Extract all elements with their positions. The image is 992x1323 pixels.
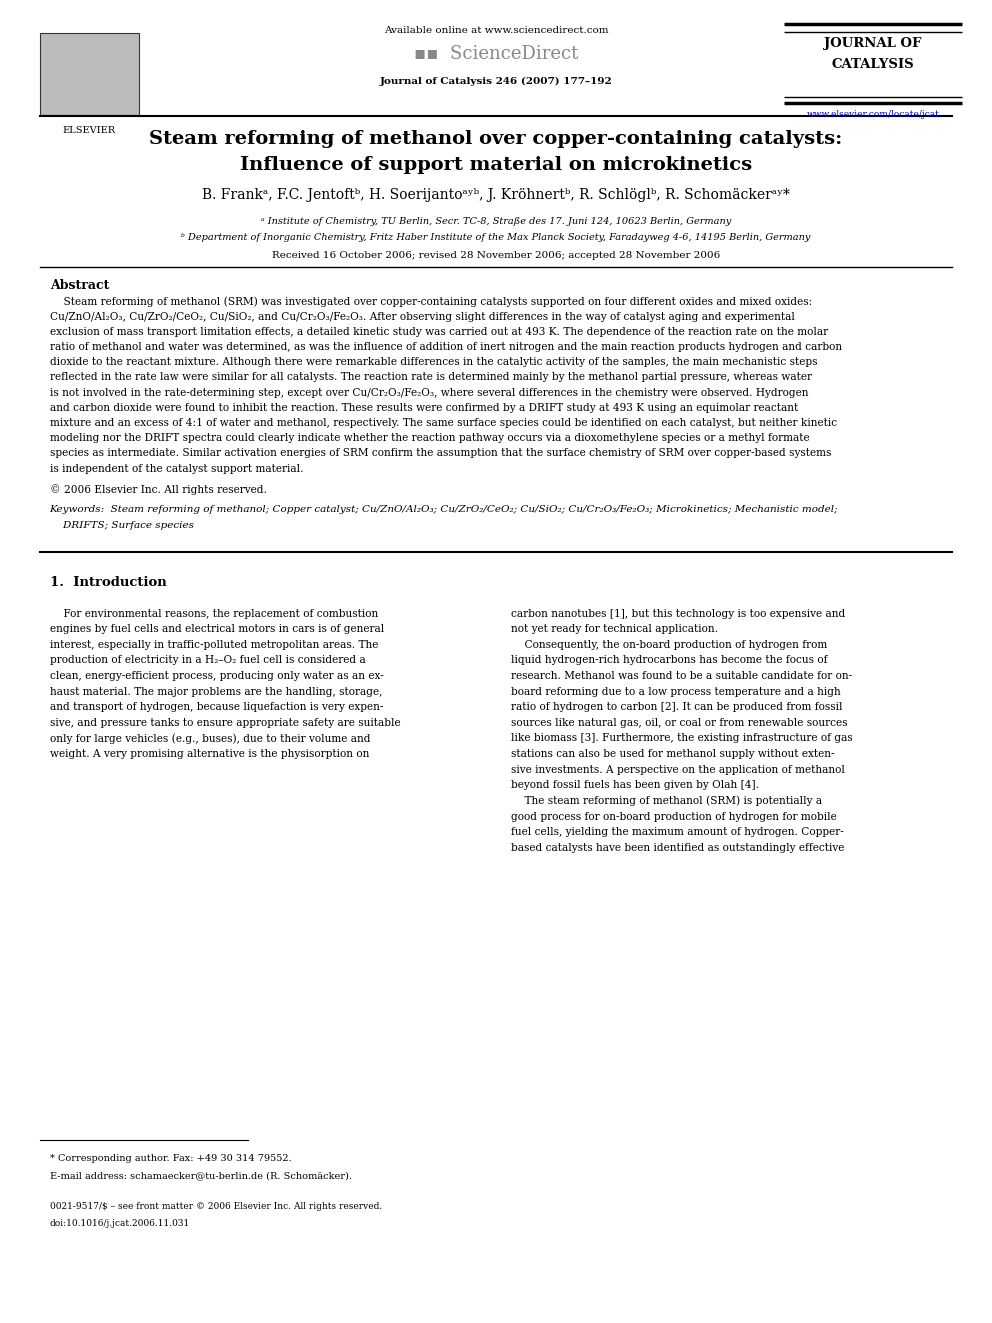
Text: Keywords:  Steam reforming of methanol; Copper catalyst; Cu/ZnO/Al₂O₃; Cu/ZrO₂/C: Keywords: Steam reforming of methanol; C… (50, 505, 838, 515)
Text: liquid hydrogen-rich hydrocarbons has become the focus of: liquid hydrogen-rich hydrocarbons has be… (511, 655, 827, 665)
Text: clean, energy-efficient process, producing only water as an ex-: clean, energy-efficient process, produci… (50, 671, 383, 681)
Text: Cu/ZnO/Al₂O₃, Cu/ZrO₂/CeO₂, Cu/SiO₂, and Cu/Cr₂O₃/Fe₂O₃. After observing slight : Cu/ZnO/Al₂O₃, Cu/ZrO₂/CeO₂, Cu/SiO₂, and… (50, 311, 795, 321)
Text: Abstract: Abstract (50, 279, 109, 292)
Text: not yet ready for technical application.: not yet ready for technical application. (511, 624, 718, 634)
Text: mixture and an excess of 4:1 of water and methanol, respectively. The same surfa: mixture and an excess of 4:1 of water an… (50, 418, 836, 429)
Text: The steam reforming of methanol (SRM) is potentially a: The steam reforming of methanol (SRM) is… (511, 796, 822, 807)
Text: research. Methanol was found to be a suitable candidate for on-: research. Methanol was found to be a sui… (511, 671, 852, 681)
Text: doi:10.1016/j.jcat.2006.11.031: doi:10.1016/j.jcat.2006.11.031 (50, 1218, 189, 1228)
Text: sive, and pressure tanks to ensure appropriate safety are suitable: sive, and pressure tanks to ensure appro… (50, 718, 400, 728)
Text: good process for on-board production of hydrogen for mobile: good process for on-board production of … (511, 811, 836, 822)
Text: ▪▪  ScienceDirect: ▪▪ ScienceDirect (414, 45, 578, 64)
Text: CATALYSIS: CATALYSIS (831, 58, 915, 71)
Text: weight. A very promising alternative is the physisorption on: weight. A very promising alternative is … (50, 749, 369, 759)
Text: ᵇ Department of Inorganic Chemistry, Fritz Haber Institute of the Max Planck Soc: ᵇ Department of Inorganic Chemistry, Fri… (182, 233, 810, 242)
Text: is not involved in the rate-determining step, except over Cu/Cr₂O₃/Fe₂O₃, where : is not involved in the rate-determining … (50, 388, 808, 398)
Text: Available online at www.sciencedirect.com: Available online at www.sciencedirect.co… (384, 26, 608, 36)
Text: exclusion of mass transport limitation effects, a detailed kinetic study was car: exclusion of mass transport limitation e… (50, 327, 827, 337)
Text: Steam reforming of methanol (SRM) was investigated over copper-containing cataly: Steam reforming of methanol (SRM) was in… (50, 296, 811, 307)
Text: Received 16 October 2006; revised 28 November 2006; accepted 28 November 2006: Received 16 October 2006; revised 28 Nov… (272, 251, 720, 261)
Text: ratio of hydrogen to carbon [2]. It can be produced from fossil: ratio of hydrogen to carbon [2]. It can … (511, 703, 842, 712)
Text: carbon nanotubes [1], but this technology is too expensive and: carbon nanotubes [1], but this technolog… (511, 609, 845, 619)
Text: dioxide to the reactant mixture. Although there were remarkable differences in t: dioxide to the reactant mixture. Althoug… (50, 357, 817, 368)
Text: ELSEVIER: ELSEVIER (62, 126, 116, 135)
Text: 1.  Introduction: 1. Introduction (50, 576, 167, 589)
Text: * Corresponding author. Fax: +49 30 314 79552.: * Corresponding author. Fax: +49 30 314 … (50, 1154, 292, 1163)
Text: haust material. The major problems are the handling, storage,: haust material. The major problems are t… (50, 687, 382, 697)
Text: DRIFTS; Surface species: DRIFTS; Surface species (50, 520, 193, 529)
Text: beyond fossil fuels has been given by Olah [4].: beyond fossil fuels has been given by Ol… (511, 781, 759, 790)
Text: based catalysts have been identified as outstandingly effective: based catalysts have been identified as … (511, 843, 844, 853)
Text: ratio of methanol and water was determined, as was the influence of addition of : ratio of methanol and water was determin… (50, 341, 842, 352)
Text: Steam reforming of methanol over copper-containing catalysts:: Steam reforming of methanol over copper-… (150, 130, 842, 148)
Text: engines by fuel cells and electrical motors in cars is of general: engines by fuel cells and electrical mot… (50, 624, 384, 634)
Text: reflected in the rate law were similar for all catalysts. The reaction rate is d: reflected in the rate law were similar f… (50, 373, 811, 382)
FancyBboxPatch shape (40, 33, 139, 115)
Text: only for large vehicles (e.g., buses), due to their volume and: only for large vehicles (e.g., buses), d… (50, 733, 370, 744)
Text: species as intermediate. Similar activation energies of SRM confirm the assumpti: species as intermediate. Similar activat… (50, 448, 831, 459)
Text: and carbon dioxide were found to inhibit the reaction. These results were confir: and carbon dioxide were found to inhibit… (50, 402, 798, 413)
Text: production of electricity in a H₂–O₂ fuel cell is considered a: production of electricity in a H₂–O₂ fue… (50, 655, 365, 665)
Text: www.elsevier.com/locate/jcat: www.elsevier.com/locate/jcat (806, 110, 939, 119)
Text: modeling nor the DRIFT spectra could clearly indicate whether the reaction pathw: modeling nor the DRIFT spectra could cle… (50, 434, 809, 443)
Text: ᵃ Institute of Chemistry, TU Berlin, Secr. TC-8, Straße des 17. Juni 124, 10623 : ᵃ Institute of Chemistry, TU Berlin, Sec… (261, 217, 731, 226)
Text: Journal of Catalysis 246 (2007) 177–192: Journal of Catalysis 246 (2007) 177–192 (380, 77, 612, 86)
Text: sources like natural gas, oil, or coal or from renewable sources: sources like natural gas, oil, or coal o… (511, 718, 847, 728)
Text: E-mail address: schamaecker@tu-berlin.de (R. Schomäcker).: E-mail address: schamaecker@tu-berlin.de… (50, 1171, 351, 1180)
Text: Consequently, the on-board production of hydrogen from: Consequently, the on-board production of… (511, 640, 827, 650)
Text: fuel cells, yielding the maximum amount of hydrogen. Copper-: fuel cells, yielding the maximum amount … (511, 827, 843, 837)
Text: For environmental reasons, the replacement of combustion: For environmental reasons, the replaceme… (50, 609, 378, 619)
Text: B. Frankᵃ, F.C. Jentoftᵇ, H. Soerijantoᵃʸᵇ, J. Kröhnertᵇ, R. Schlöglᵇ, R. Schomä: B. Frankᵃ, F.C. Jentoftᵇ, H. Soerijantoᵃ… (202, 188, 790, 202)
Text: is independent of the catalyst support material.: is independent of the catalyst support m… (50, 464, 304, 474)
Text: interest, especially in traffic-polluted metropolitan areas. The: interest, especially in traffic-polluted… (50, 640, 378, 650)
Text: and transport of hydrogen, because liquefaction is very expen-: and transport of hydrogen, because lique… (50, 703, 383, 712)
Text: board reforming due to a low process temperature and a high: board reforming due to a low process tem… (511, 687, 840, 697)
Text: like biomass [3]. Furthermore, the existing infrastructure of gas: like biomass [3]. Furthermore, the exist… (511, 733, 853, 744)
Text: © 2006 Elsevier Inc. All rights reserved.: © 2006 Elsevier Inc. All rights reserved… (50, 484, 267, 495)
Text: sive investments. A perspective on the application of methanol: sive investments. A perspective on the a… (511, 765, 845, 775)
Text: 0021-9517/$ – see front matter © 2006 Elsevier Inc. All rights reserved.: 0021-9517/$ – see front matter © 2006 El… (50, 1201, 382, 1211)
Text: stations can also be used for methanol supply without exten-: stations can also be used for methanol s… (511, 749, 834, 759)
Text: Influence of support material on microkinetics: Influence of support material on microki… (240, 156, 752, 175)
Text: JOURNAL OF: JOURNAL OF (824, 37, 922, 50)
